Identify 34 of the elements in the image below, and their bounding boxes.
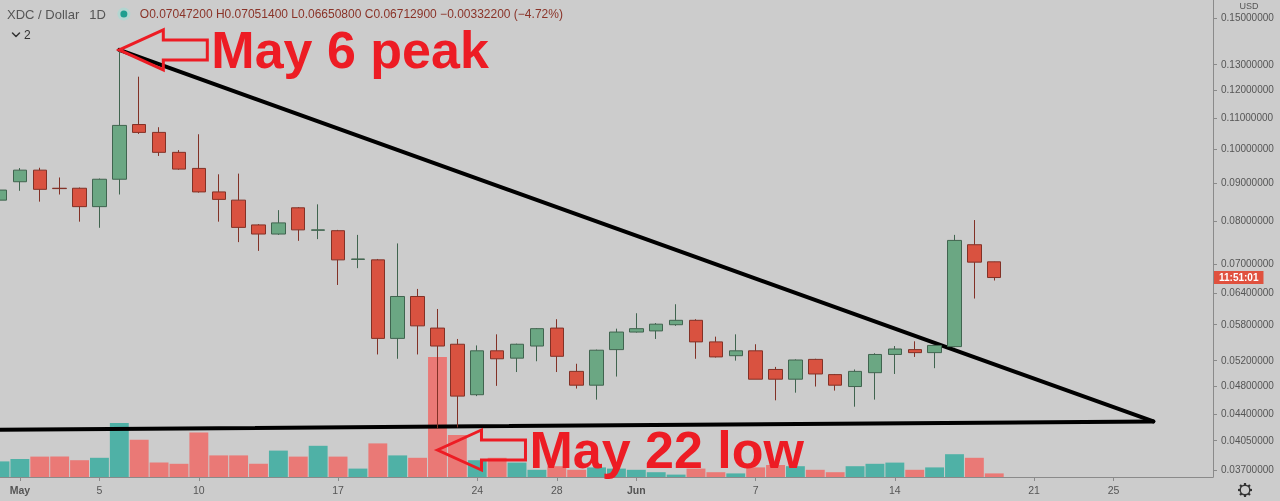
y-tick-label: 0.10000000: [1221, 143, 1275, 155]
y-tick-label: 0.03700000: [1221, 464, 1275, 476]
y-tick-label: 0.05800000: [1221, 319, 1275, 331]
y-tick-label: 0.11000000: [1221, 112, 1274, 124]
y-tick-label: 0.08000000: [1221, 215, 1275, 227]
x-tick-label: 5: [96, 483, 103, 496]
x-tick-label: 17: [332, 483, 345, 496]
x-tick-label: 25: [1107, 483, 1120, 496]
x-tick-label: May: [9, 483, 31, 496]
text: 1D: [89, 6, 106, 22]
y-tick-label: 0.09000000: [1221, 177, 1275, 189]
x-tick-label: 21: [1028, 483, 1041, 496]
annotation: 2: [24, 28, 31, 42]
x-tick-label: 14: [888, 483, 901, 496]
y-tick-label: 0.06400000: [1221, 287, 1275, 299]
y-tick-label: 0.07000000: [1221, 258, 1275, 270]
y-tick-label: 0.04400000: [1221, 408, 1275, 420]
x-tick-label: 28: [550, 483, 563, 496]
annotation: May 6 peak: [211, 20, 489, 79]
x-tick-label: 10: [193, 483, 205, 496]
x-tick-label: Jun: [626, 483, 646, 496]
y-tick-label: 0.05200000: [1221, 354, 1275, 366]
y-tick-label: 0.15000000: [1221, 12, 1275, 24]
y-axis-title: USD: [1239, 1, 1259, 11]
x-tick-label: 24: [471, 483, 484, 496]
x-tick-label: 7: [752, 483, 759, 496]
text: XDC / Dollar: [7, 6, 80, 22]
y-tick-label: 0.12000000: [1221, 84, 1275, 96]
annotation: O0.07047200 H0.07051400 L0.06650800 C0.06712900 −0.00332200 (−4.72%): [139, 7, 563, 21]
y-tick-label: 0.13000000: [1221, 58, 1275, 70]
y-tick-label: 0.04800000: [1221, 380, 1275, 392]
y-tick-label: 0.04050000: [1221, 435, 1275, 447]
text: 11:51:01: [1219, 272, 1259, 284]
annotation: May 22 low: [529, 421, 805, 479]
